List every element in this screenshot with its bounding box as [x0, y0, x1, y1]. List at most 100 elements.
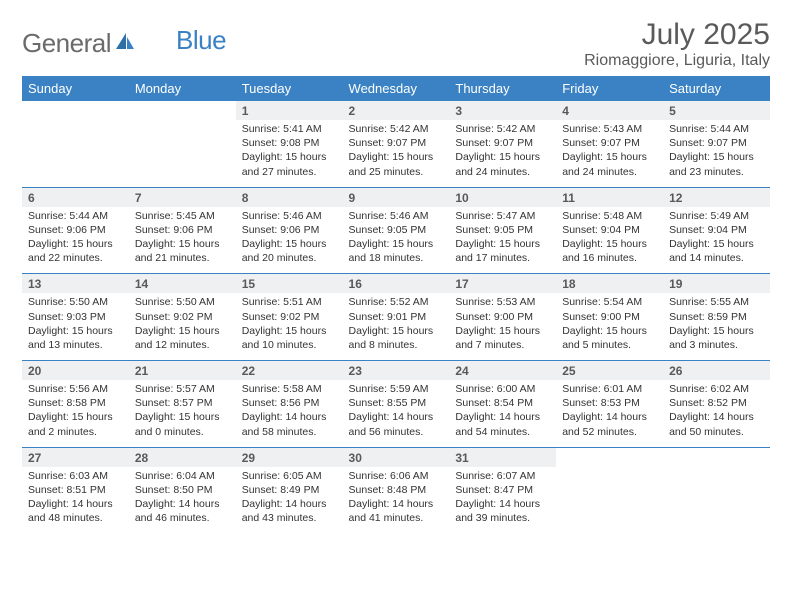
daylight-2: and 21 minutes.	[135, 252, 210, 264]
day-cell: Sunrise: 5:46 AMSunset: 9:05 PMDaylight:…	[343, 207, 450, 274]
daynum-row: 13141516171819	[22, 274, 770, 294]
sunset: Sunset: 9:03 PM	[28, 311, 106, 323]
day-cell: Sunrise: 5:58 AMSunset: 8:56 PMDaylight:…	[236, 380, 343, 447]
day-number: 8	[236, 187, 343, 207]
day-number: 1	[236, 101, 343, 120]
day-number: 24	[449, 361, 556, 381]
day-number: 25	[556, 361, 663, 381]
day-number: 28	[129, 447, 236, 467]
daylight-2: and 39 minutes.	[455, 512, 530, 524]
sunset: Sunset: 8:58 PM	[28, 397, 106, 409]
day-cell: Sunrise: 5:42 AMSunset: 9:07 PMDaylight:…	[449, 120, 556, 187]
content-row: Sunrise: 5:50 AM Sunset: 9:03 PM Daylight:…	[22, 293, 770, 360]
day-number: 7	[129, 187, 236, 207]
calendar-page: General Blue July 2025 Riomaggiore, Ligu…	[0, 0, 792, 551]
day-cell: Sunrise: 5:56 AMSunset: 8:58 PMDaylight:…	[22, 380, 129, 447]
day-number: 26	[663, 361, 770, 381]
sunrise: Sunrise: 5:46 AM	[242, 210, 322, 222]
sunset: Sunset: 9:04 PM	[562, 224, 640, 236]
daylight-1: Daylight: 14 hours	[455, 498, 540, 510]
daylight-1: Daylight: 15 hours	[669, 151, 754, 163]
day-cell: Sunrise: 5:45 AMSunset: 9:06 PMDaylight:…	[129, 207, 236, 274]
day-cell: Sunrise: 5:51 AMSunset: 9:02 PMDaylight:…	[236, 293, 343, 360]
day-cell: Sunrise: 5:57 AMSunset: 8:57 PMDaylight:…	[129, 380, 236, 447]
daylight-2: and 50 minutes.	[669, 426, 744, 438]
daylight-2: and 8 minutes.	[349, 339, 418, 351]
day-number: 23	[343, 361, 450, 381]
day-cell: Sunrise: 5:55 AMSunset: 8:59 PMDaylight:…	[663, 293, 770, 360]
sunset: Sunset: 8:59 PM	[669, 311, 747, 323]
daylight-1: Daylight: 15 hours	[669, 325, 754, 337]
sunrise: Sunrise: 5:53 AM	[455, 296, 535, 308]
day-number	[129, 101, 236, 120]
sunset: Sunset: 8:55 PM	[349, 397, 427, 409]
daylight-2: and 41 minutes.	[349, 512, 424, 524]
day-number: 31	[449, 447, 556, 467]
sunset: Sunset: 9:07 PM	[562, 137, 640, 149]
sunset: Sunset: 9:02 PM	[135, 311, 213, 323]
weekday-header: Wednesday	[343, 76, 450, 101]
sunset: Sunset: 9:07 PM	[349, 137, 427, 149]
daylight-2: and 54 minutes.	[455, 426, 530, 438]
daylight-2: and 5 minutes.	[562, 339, 631, 351]
daynum-row: 6789101112	[22, 187, 770, 207]
content-row: Sunrise: 5:44 AMSunset: 9:06 PMDaylight:…	[22, 207, 770, 274]
day-number: 9	[343, 187, 450, 207]
sunrise: Sunrise: 5:59 AM	[349, 383, 429, 395]
sunrise: Sunrise: 5:56 AM	[28, 383, 108, 395]
sunrise: Sunrise: 6:02 AM	[669, 383, 749, 395]
day-cell: Sunrise: 6:06 AMSunset: 8:48 PMDaylight:…	[343, 467, 450, 534]
daylight-2: and 56 minutes.	[349, 426, 424, 438]
daylight-2: and 48 minutes.	[28, 512, 103, 524]
daylight-1: Daylight: 15 hours	[242, 325, 327, 337]
day-number: 30	[343, 447, 450, 467]
weekday-header: Thursday	[449, 76, 556, 101]
day-cell: Sunrise: 5:49 AMSunset: 9:04 PMDaylight:…	[663, 207, 770, 274]
sunset: Sunset: 9:01 PM	[349, 311, 427, 323]
content-row: Sunrise: 5:41 AMSunset: 9:08 PMDaylight:…	[22, 120, 770, 187]
day-number	[22, 101, 129, 120]
content-row: Sunrise: 5:56 AMSunset: 8:58 PMDaylight:…	[22, 380, 770, 447]
sunrise: Sunrise: 5:50 AM	[28, 296, 108, 308]
day-number: 21	[129, 361, 236, 381]
sunset: Sunset: 8:47 PM	[455, 484, 533, 496]
day-number: 22	[236, 361, 343, 381]
sunset: Sunset: 9:05 PM	[349, 224, 427, 236]
sunset: Sunset: 9:05 PM	[455, 224, 533, 236]
daylight-1: Daylight: 15 hours	[349, 325, 434, 337]
sunrise: Sunrise: 5:51 AM	[242, 296, 322, 308]
day-cell: Sunrise: 5:50 AMSunset: 9:02 PMDaylight:…	[129, 293, 236, 360]
day-number: 6	[22, 187, 129, 207]
daylight-2: and 24 minutes.	[562, 166, 637, 178]
daylight-2: and 58 minutes.	[242, 426, 317, 438]
sunset: Sunset: 8:51 PM	[28, 484, 106, 496]
sunrise: Sunrise: 6:06 AM	[349, 470, 429, 482]
sunset: Sunset: 8:54 PM	[455, 397, 533, 409]
sunrise: Sunrise: 5:57 AM	[135, 383, 215, 395]
day-cell: Sunrise: 6:04 AMSunset: 8:50 PMDaylight:…	[129, 467, 236, 534]
day-cell: Sunrise: 6:00 AMSunset: 8:54 PMDaylight:…	[449, 380, 556, 447]
sunrise: Sunrise: 5:44 AM	[669, 123, 749, 135]
daylight-2: and 52 minutes.	[562, 426, 637, 438]
day-number: 4	[556, 101, 663, 120]
day-number: 16	[343, 274, 450, 294]
day-cell: Sunrise: 5:41 AMSunset: 9:08 PMDaylight:…	[236, 120, 343, 187]
day-number: 20	[22, 361, 129, 381]
daylight-2: and 3 minutes.	[669, 339, 738, 351]
brand-logo: General Blue	[22, 28, 226, 59]
sunrise: Sunrise: 6:00 AM	[455, 383, 535, 395]
daylight-2: and 27 minutes.	[242, 166, 317, 178]
location-text: Riomaggiore, Liguria, Italy	[584, 52, 770, 70]
daylight-1: Daylight: 14 hours	[349, 498, 434, 510]
sunset: Sunset: 9:07 PM	[669, 137, 747, 149]
daylight-2: and 25 minutes.	[349, 166, 424, 178]
sunset: Sunset: 9:06 PM	[28, 224, 106, 236]
daylight-1: Daylight: 15 hours	[455, 238, 540, 250]
weekday-header-row: Sunday Monday Tuesday Wednesday Thursday…	[22, 76, 770, 101]
daylight-2: and 7 minutes.	[455, 339, 524, 351]
day-number: 27	[22, 447, 129, 467]
day-cell: Sunrise: 5:46 AMSunset: 9:06 PMDaylight:…	[236, 207, 343, 274]
day-cell: Sunrise: 5:52 AMSunset: 9:01 PMDaylight:…	[343, 293, 450, 360]
day-cell: Sunrise: 5:47 AMSunset: 9:05 PMDaylight:…	[449, 207, 556, 274]
daylight-1: Daylight: 15 hours	[562, 151, 647, 163]
